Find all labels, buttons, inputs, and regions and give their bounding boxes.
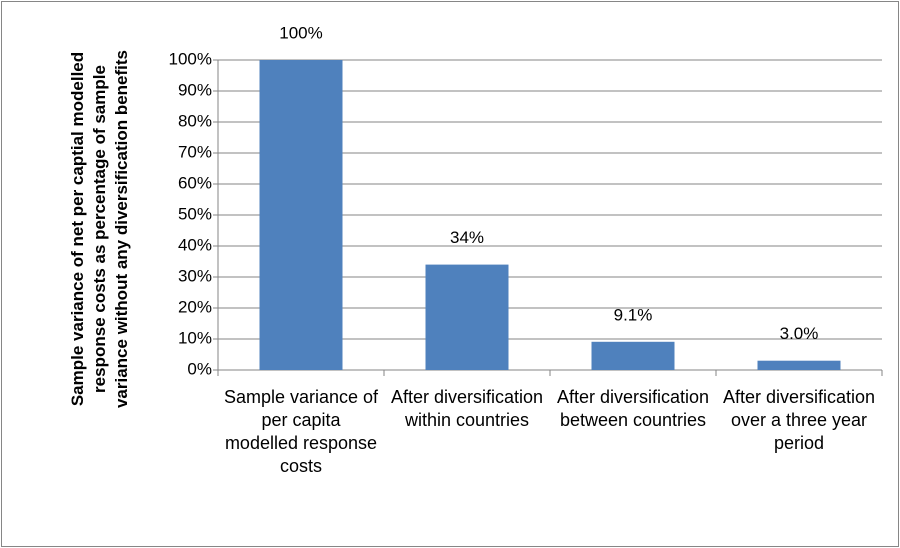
value-label: 3.0% <box>780 324 819 343</box>
bar <box>259 60 343 370</box>
y-tick-label: 0% <box>187 359 212 378</box>
y-axis-label: Sample variance of net per captial model… <box>68 49 131 409</box>
y-tick-label: 90% <box>178 80 212 99</box>
bar <box>425 264 509 370</box>
y-tick-label: 20% <box>178 297 212 316</box>
y-tick-label: 70% <box>178 142 212 161</box>
value-label: 100% <box>279 23 322 42</box>
y-tick-label: 80% <box>178 111 212 130</box>
bar <box>591 341 675 370</box>
value-label: 9.1% <box>614 305 653 324</box>
x-tick-label: After diversification between countries <box>556 387 710 430</box>
x-tick-label: After diversification over a three year … <box>722 387 876 453</box>
value-label: 34% <box>450 228 484 247</box>
x-tick-label: Sample variance of per capita modelled r… <box>223 387 379 476</box>
x-tick-label: After diversification within countries <box>390 387 544 430</box>
y-tick-label: 100% <box>169 49 212 68</box>
y-tick-label: 50% <box>178 204 212 223</box>
y-tick-label: 30% <box>178 266 212 285</box>
y-tick-label: 40% <box>178 235 212 254</box>
y-tick-label: 10% <box>178 328 212 347</box>
y-tick-label: 60% <box>178 173 212 192</box>
bar <box>757 360 841 370</box>
